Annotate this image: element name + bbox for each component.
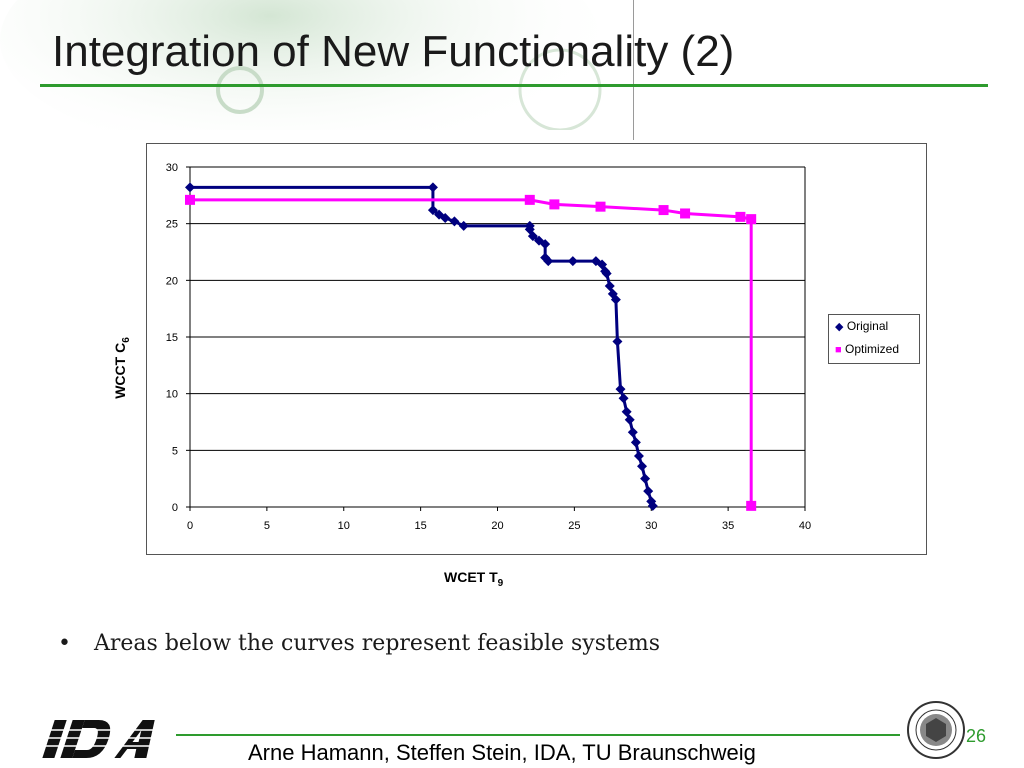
chart-frame xyxy=(146,143,927,555)
footer-rule xyxy=(176,734,900,736)
y-axis-label-text: WCCT C xyxy=(112,342,128,399)
legend-label: Original xyxy=(846,319,889,333)
chart-legend: ◆ Original ■ Optimized xyxy=(828,314,920,364)
diamond-icon: ◆ xyxy=(835,321,844,333)
university-seal-icon xyxy=(907,701,965,759)
footer-authors: Arne Hamann, Steffen Stein, IDA, TU Brau… xyxy=(248,740,756,765)
y-axis-label-subscript: 6 xyxy=(121,337,132,343)
slide-title: Integration of New Functionality (2) xyxy=(52,27,735,76)
page-number: 26 xyxy=(966,726,987,746)
square-icon: ■ xyxy=(835,344,842,356)
bullet-icon: • xyxy=(58,631,71,656)
y-axis-label: WCCT C6 xyxy=(112,337,132,399)
legend-item-original: ◆ Original xyxy=(835,319,888,333)
ida-logo xyxy=(40,720,162,758)
bullet-text: Areas below the curves represent feasibl… xyxy=(94,631,661,656)
x-axis-label: WCET T9 xyxy=(444,569,503,589)
title-underline xyxy=(40,84,988,87)
decorative-vertical-line xyxy=(633,0,634,140)
x-axis-label-subscript: 9 xyxy=(497,578,504,589)
legend-label: Optimized xyxy=(845,342,900,356)
x-axis-label-text: WCET T xyxy=(444,569,498,585)
legend-item-optimized: ■ Optimized xyxy=(835,342,899,356)
bullet-item: • Areas below the curves represent feasib… xyxy=(58,631,660,656)
